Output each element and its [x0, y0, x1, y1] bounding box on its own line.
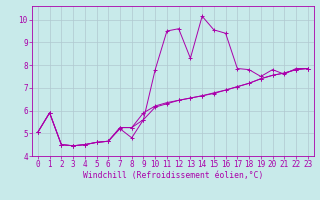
X-axis label: Windchill (Refroidissement éolien,°C): Windchill (Refroidissement éolien,°C) [83, 171, 263, 180]
